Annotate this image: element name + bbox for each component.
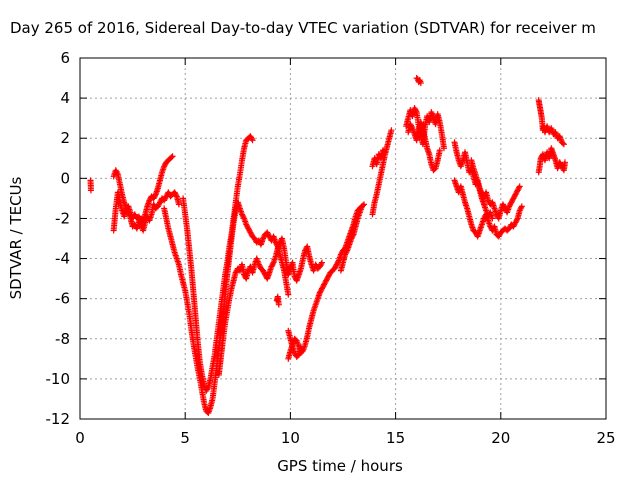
data-point <box>440 145 447 152</box>
data-point <box>382 149 389 156</box>
plot-frame <box>79 57 607 420</box>
data-point <box>248 135 255 142</box>
y-tick-label: 6 <box>60 49 70 67</box>
data-point <box>275 301 282 308</box>
data-point <box>169 153 176 160</box>
data-point <box>249 137 256 144</box>
data-point <box>561 159 568 166</box>
data-point <box>87 187 94 194</box>
data-point <box>274 242 281 249</box>
y-tick-label: -8 <box>55 330 70 348</box>
data-point <box>513 216 520 223</box>
data-point <box>408 123 415 130</box>
x-tick-label: 25 <box>596 429 615 447</box>
y-tick-label: 2 <box>60 129 70 147</box>
data-point <box>269 260 276 267</box>
data-point <box>560 141 567 148</box>
x-tick-label: 0 <box>75 429 85 447</box>
y-tick-label: 0 <box>60 169 70 187</box>
y-axis-label: SDTVAR / TECUs <box>7 176 25 299</box>
data-point <box>381 148 388 155</box>
data-point <box>516 183 523 190</box>
data-point <box>489 215 496 222</box>
data-point <box>436 147 443 154</box>
data-point <box>343 248 350 255</box>
axis-ticks: 0 5 10 15 20 25 -12 -10 -8 -6 -4 -2 0 2 4 6 <box>46 49 616 447</box>
data-point <box>516 184 523 191</box>
data-point <box>204 385 211 392</box>
chart-title: Day 265 of 2016, Sidereal Day-to-day VTE… <box>10 19 596 37</box>
y-tick-label: -12 <box>46 410 71 428</box>
y-tick-label: -10 <box>46 370 71 388</box>
data-point <box>152 192 159 199</box>
data-point <box>175 201 182 208</box>
grid-lines <box>80 58 606 419</box>
x-axis-label: GPS time / hours <box>277 457 403 475</box>
x-tick-label: 15 <box>386 429 405 447</box>
data-point <box>361 201 368 208</box>
data-point <box>559 140 566 147</box>
x-tick-label: 5 <box>180 429 190 447</box>
data-point <box>359 202 366 209</box>
data-point <box>318 259 325 266</box>
data-point <box>335 258 342 265</box>
y-tick-label: -4 <box>55 250 70 268</box>
data-point <box>114 169 121 176</box>
y-tick-label: -2 <box>55 209 70 227</box>
y-tick-label: 4 <box>60 89 70 107</box>
data-point <box>412 107 419 114</box>
data-point <box>349 232 356 239</box>
data-point <box>518 204 525 211</box>
data-point <box>388 127 395 134</box>
data-points <box>87 75 568 416</box>
x-tick-label: 20 <box>491 429 510 447</box>
data-point <box>318 260 325 267</box>
data-point <box>417 80 424 87</box>
data-point <box>285 291 292 298</box>
data-point <box>168 154 175 161</box>
data-point <box>173 192 180 199</box>
y-tick-label: -6 <box>55 290 70 308</box>
x-tick-label: 10 <box>281 429 300 447</box>
data-point <box>297 343 304 350</box>
data-point <box>518 203 525 210</box>
data-point <box>240 214 247 221</box>
